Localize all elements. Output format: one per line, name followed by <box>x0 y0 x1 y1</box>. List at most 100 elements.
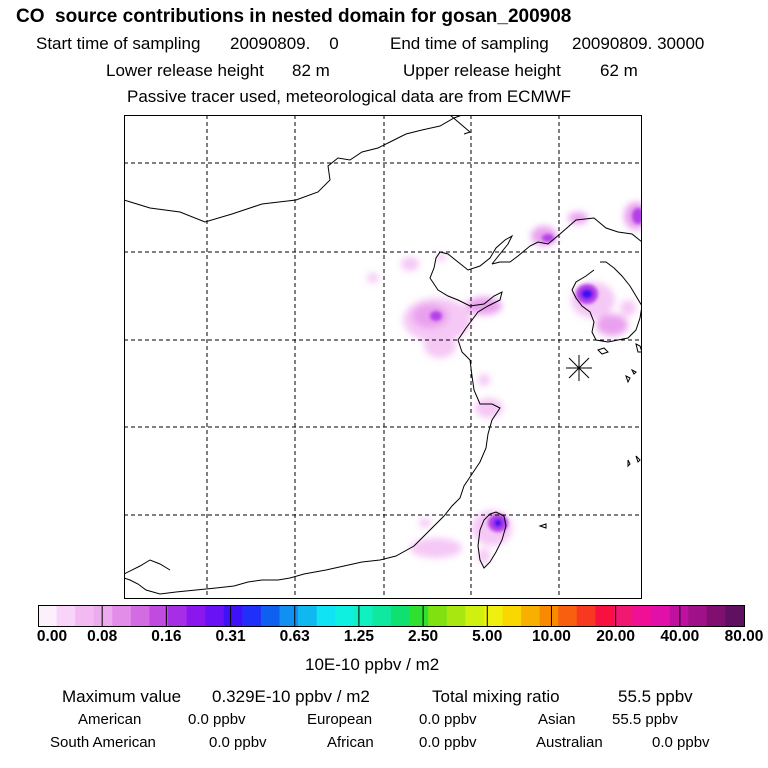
region-asian-label: Asian <box>538 711 576 728</box>
plume-fujian <box>410 538 462 558</box>
plume-manchuria-mid <box>568 212 588 224</box>
colorbar-cell <box>372 605 392 627</box>
plume-inner-mongolia <box>401 257 419 271</box>
plume-korea-south <box>596 314 628 336</box>
colorbar-cell <box>260 605 281 627</box>
plume-liaoning-core <box>542 234 554 242</box>
region-south-american-label: South American <box>50 734 156 751</box>
lower-release-label: Lower release height <box>106 61 264 80</box>
colorbar-cell <box>576 605 596 627</box>
plume-korea-east <box>620 300 636 316</box>
manchuria-border <box>491 217 642 265</box>
colorbar-cell <box>706 605 727 627</box>
end-time-value: 20090809. 30000 <box>572 34 705 53</box>
map-frame <box>124 115 642 599</box>
receptor-gosan-marker <box>566 355 592 381</box>
colorbar-cell <box>391 605 411 627</box>
map-title: CO source contributions in nested domain… <box>16 6 572 27</box>
region-african-label: African <box>327 734 374 751</box>
colorbar-cell <box>483 605 504 627</box>
colorbar-cell <box>651 605 671 627</box>
china-east-coast <box>124 234 514 595</box>
colorbar-cell <box>446 605 466 627</box>
region-american-label: American <box>78 711 142 728</box>
colorbar-cell <box>130 605 151 627</box>
colorbar-tick-label: 5.00 <box>472 628 503 645</box>
colorbar-cell <box>353 605 374 627</box>
plume-hebei-core <box>430 311 442 321</box>
plume-layer <box>367 202 642 564</box>
maximum-value-label: Maximum value <box>62 687 182 706</box>
colorbar-cell <box>168 605 188 627</box>
colorbar-tick-label: 20.00 <box>596 628 636 645</box>
colorbar-cell <box>558 605 578 627</box>
plume-seoul-peak <box>581 289 593 299</box>
region-australian-label: Australian <box>536 734 603 751</box>
gridlines <box>124 115 642 599</box>
colorbar-tick-label: 2.50 <box>407 628 439 645</box>
start-time-value: 20090809. 0 <box>230 34 339 53</box>
region-european-value: 0.0 ppbv <box>419 711 477 728</box>
start-time-label: Start time of sampling <box>36 34 201 53</box>
colorbar-cell <box>316 605 336 627</box>
colorbar-cell <box>223 605 243 627</box>
colorbar-tick-label: 0.31 <box>215 628 246 645</box>
colorbar-frame <box>38 605 745 627</box>
plume-manchuria-core <box>632 208 642 224</box>
colorbar-cell <box>205 605 225 627</box>
colorbar-cell <box>75 605 95 627</box>
colorbar-cell <box>688 605 708 627</box>
colorbar-tick-label: 1.25 <box>343 628 374 645</box>
plume-west-patch <box>367 273 379 283</box>
korea-coast <box>571 261 642 343</box>
colorbar-cell <box>539 605 559 627</box>
colorbar-cell <box>186 605 206 627</box>
ryukyu-island-5 <box>538 523 547 529</box>
colorbar-cell <box>93 605 113 627</box>
northern-border <box>124 115 463 223</box>
taiwan-coast <box>477 511 507 569</box>
border-north-tip <box>449 115 471 135</box>
total-mixing-ratio-value: 55.5 ppbv <box>618 687 693 706</box>
region-asian-value: 55.5 ppbv <box>612 711 678 728</box>
region-african-value: 0.0 ppbv <box>419 734 477 751</box>
plume-fujian-north <box>419 518 431 528</box>
jeju-island <box>597 347 609 355</box>
passive-tracer-note: Passive tracer used, meteorological data… <box>127 87 572 106</box>
plume-taiwan-south <box>478 548 490 564</box>
region-european-label: European <box>307 711 373 728</box>
region-australian-value: 0.0 ppbv <box>652 734 710 751</box>
upper-release-value: 62 m <box>600 61 638 80</box>
ryukyu-island-1 <box>625 375 631 384</box>
colorbar-tick-label: 40.00 <box>660 628 700 645</box>
upper-release-label: Upper release height <box>403 61 561 80</box>
region-american-value: 0.0 ppbv <box>188 711 246 728</box>
colorbar-cell <box>613 605 634 627</box>
colorbar-cell <box>298 605 318 627</box>
total-mixing-ratio-label: Total mixing ratio <box>432 687 560 706</box>
kyushu-fragment <box>635 343 642 353</box>
colorbar-tick-label: 0.00 <box>36 628 68 645</box>
colorbar-cell <box>56 605 76 627</box>
colorbar-cell <box>632 605 652 627</box>
colorbar-cell <box>242 605 262 627</box>
southwest-border <box>124 559 171 575</box>
ryukyu-island-2 <box>630 368 637 375</box>
colorbar-tick-label: 0.63 <box>279 628 310 645</box>
maximum-value: 0.329E-10 ppbv / m2 <box>212 687 370 706</box>
colorbar-tick-label: 0.16 <box>151 628 182 645</box>
coastlines <box>124 115 642 595</box>
colorbar-cell <box>112 605 132 627</box>
colorbar-cell <box>279 605 299 627</box>
lower-release-value: 82 m <box>292 61 330 80</box>
colorbar-cell <box>465 605 485 627</box>
colorbar-cell <box>521 605 541 627</box>
colorbar-tick-label: 80.00 <box>724 628 764 645</box>
plume-taiwan-peak <box>494 519 502 527</box>
region-south-american-value: 0.0 ppbv <box>209 734 267 751</box>
colorbar-cell <box>725 605 745 627</box>
end-time-label: End time of sampling <box>390 34 549 53</box>
colorbar-cell <box>502 605 522 627</box>
